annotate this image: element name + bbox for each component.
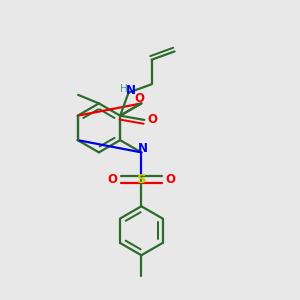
- Text: N: N: [126, 84, 136, 97]
- Text: S: S: [136, 173, 146, 186]
- Text: O: O: [148, 113, 158, 126]
- Text: H: H: [120, 84, 127, 94]
- Text: O: O: [135, 92, 145, 104]
- Text: N: N: [137, 142, 148, 155]
- Text: O: O: [108, 173, 118, 186]
- Text: O: O: [165, 173, 175, 186]
